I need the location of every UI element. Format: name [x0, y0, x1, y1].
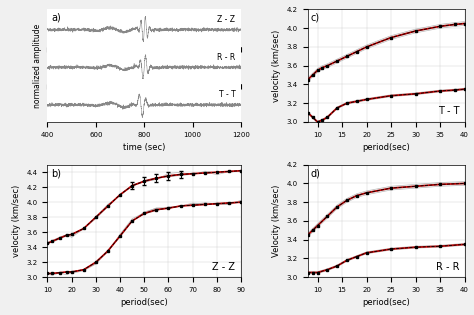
Y-axis label: normalized amplitude: normalized amplitude	[33, 24, 42, 108]
Text: Z - Z: Z - Z	[212, 261, 235, 272]
X-axis label: period(sec): period(sec)	[120, 299, 168, 307]
Text: a): a)	[51, 13, 61, 22]
Y-axis label: velocity (km/sec): velocity (km/sec)	[272, 30, 281, 102]
Text: R - R: R - R	[436, 261, 460, 272]
Y-axis label: Velocity (km/sec): Velocity (km/sec)	[272, 185, 281, 257]
Text: c): c)	[311, 13, 320, 23]
X-axis label: period(sec): period(sec)	[362, 143, 410, 152]
Text: T - T: T - T	[219, 90, 235, 99]
Text: d): d)	[311, 168, 321, 178]
Text: R - R: R - R	[217, 53, 235, 61]
Text: b): b)	[51, 168, 61, 178]
X-axis label: time (sec): time (sec)	[123, 143, 165, 152]
Y-axis label: velocity (km/sec): velocity (km/sec)	[12, 185, 21, 257]
X-axis label: period(sec): period(sec)	[362, 299, 410, 307]
Text: T - T: T - T	[438, 106, 460, 116]
Text: Z - Z: Z - Z	[217, 15, 235, 24]
